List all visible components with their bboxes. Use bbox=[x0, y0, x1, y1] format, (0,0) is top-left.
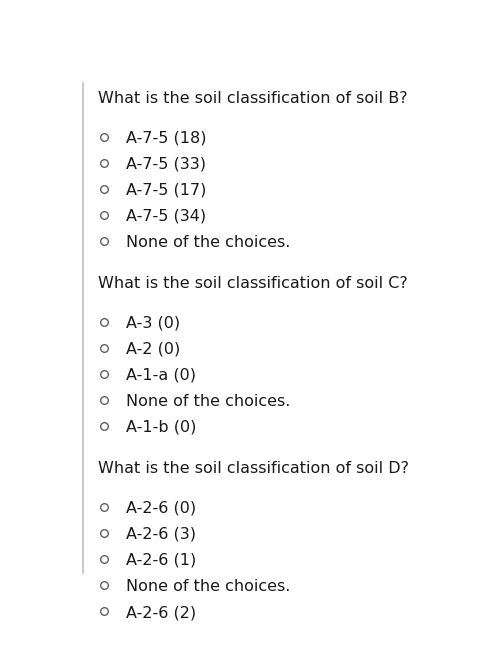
Text: A-7-5 (34): A-7-5 (34) bbox=[126, 209, 206, 224]
Text: A-7-5 (18): A-7-5 (18) bbox=[126, 131, 207, 146]
Text: A-2-6 (0): A-2-6 (0) bbox=[126, 501, 197, 516]
Text: A-3 (0): A-3 (0) bbox=[126, 316, 180, 331]
Text: A-2 (0): A-2 (0) bbox=[126, 342, 181, 357]
Text: A-2-6 (2): A-2-6 (2) bbox=[126, 605, 197, 620]
Text: None of the choices.: None of the choices. bbox=[126, 235, 290, 250]
Text: What is the soil classification of soil D?: What is the soil classification of soil … bbox=[98, 461, 409, 476]
Text: A-1-b (0): A-1-b (0) bbox=[126, 420, 197, 435]
Text: None of the choices.: None of the choices. bbox=[126, 579, 290, 594]
Text: A-7-5 (33): A-7-5 (33) bbox=[126, 157, 206, 172]
Text: A-7-5 (17): A-7-5 (17) bbox=[126, 183, 207, 198]
Text: A-2-6 (3): A-2-6 (3) bbox=[126, 527, 196, 542]
Text: A-1-a (0): A-1-a (0) bbox=[126, 368, 196, 383]
Text: None of the choices.: None of the choices. bbox=[126, 394, 290, 409]
Text: A-2-6 (1): A-2-6 (1) bbox=[126, 553, 197, 568]
Text: What is the soil classification of soil C?: What is the soil classification of soil … bbox=[98, 276, 408, 291]
Text: What is the soil classification of soil B?: What is the soil classification of soil … bbox=[98, 90, 408, 105]
